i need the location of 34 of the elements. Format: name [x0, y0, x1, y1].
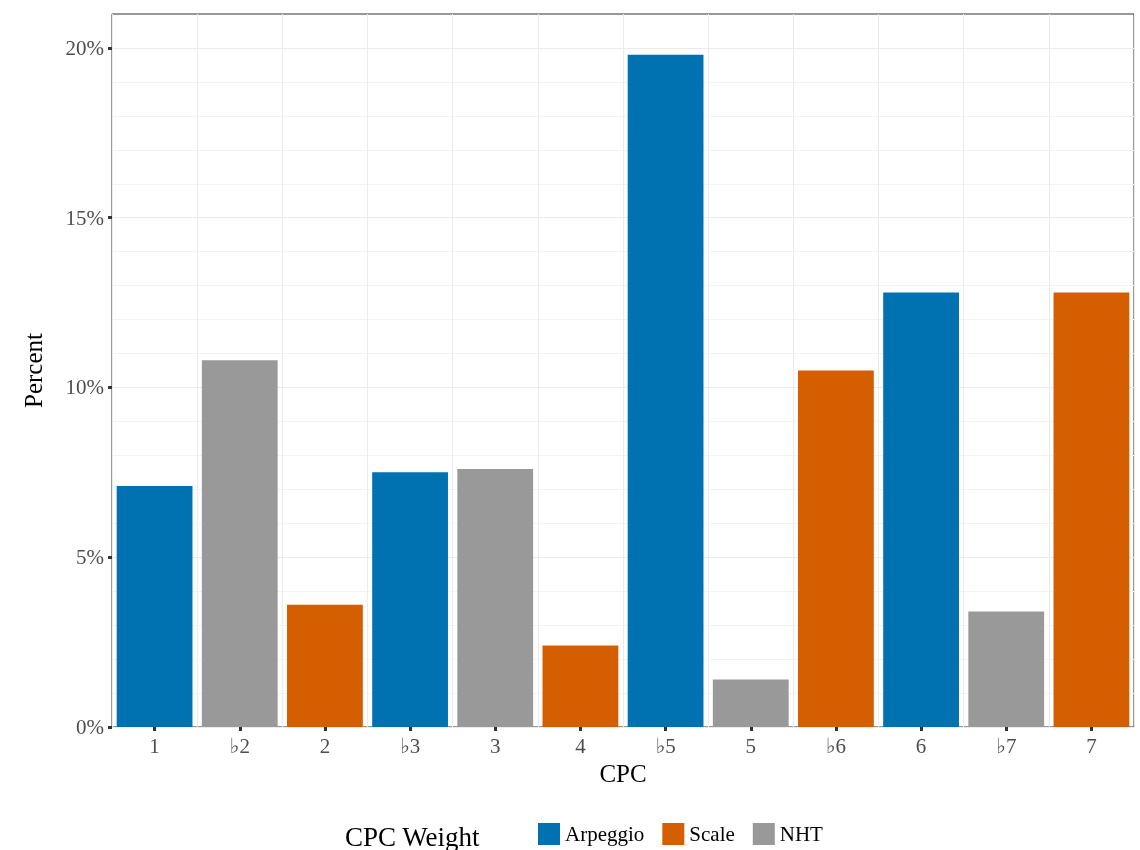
x-tick-label: ♭2: [229, 733, 250, 758]
bar: [201, 360, 278, 727]
bar: [968, 611, 1045, 727]
bar: [883, 292, 959, 727]
legend-label: NHT: [779, 822, 824, 846]
x-tick-label: 4: [575, 733, 587, 758]
bar: [116, 485, 193, 727]
x-tick-label: 3: [490, 733, 501, 758]
x-tick-label: 2: [319, 733, 331, 758]
bar: [542, 645, 619, 727]
x-tick-label: ♭6: [825, 733, 847, 758]
legend-label: Scale: [689, 822, 735, 846]
y-tick-label: 5%: [76, 545, 104, 570]
x-tick-label: 6: [915, 733, 927, 758]
y-tick-label: 10%: [65, 375, 104, 400]
legend-label: Arpeggio: [565, 822, 645, 846]
x-axis-title: CPC: [599, 759, 647, 787]
bar: [712, 679, 789, 727]
bar: [457, 468, 534, 727]
x-tick-label: ♭7: [996, 733, 1017, 758]
x-tick-label: ♭3: [399, 733, 421, 758]
bar: [287, 604, 363, 727]
x-tick-label: 7: [1086, 733, 1097, 758]
bar: [372, 472, 448, 727]
x-tick-label: 5: [745, 733, 756, 758]
bar: [627, 54, 704, 727]
bar: [1053, 292, 1130, 727]
x-tick-label: 1: [149, 733, 160, 758]
y-tick-label: 20%: [65, 35, 104, 60]
y-tick-label: 0%: [76, 715, 104, 739]
bar: [798, 370, 874, 727]
y-tick-label: 15%: [65, 205, 104, 230]
x-tick-label: ♭5: [655, 733, 676, 758]
y-axis-title: Percent: [20, 332, 47, 408]
